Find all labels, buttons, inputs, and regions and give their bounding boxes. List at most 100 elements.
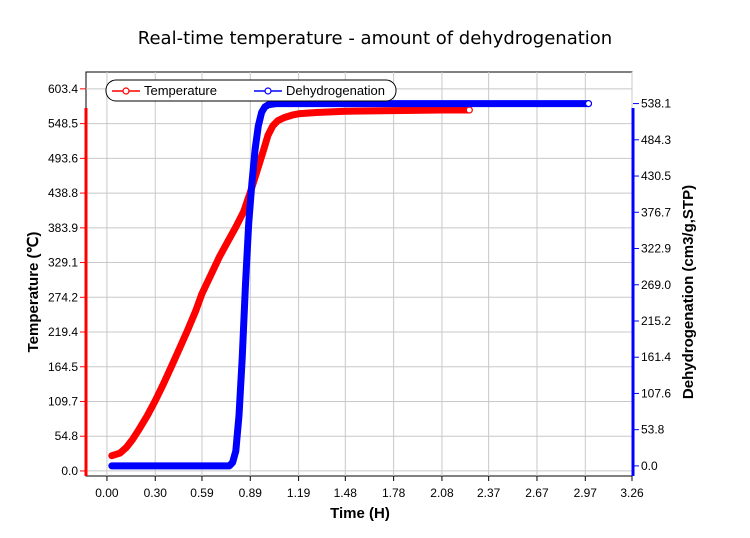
- data-point-temperature: [240, 208, 247, 215]
- data-point-dehydrogenation: [295, 100, 302, 107]
- y-left-tick-label: 0.0: [61, 464, 78, 478]
- data-point-dehydrogenation: [136, 462, 143, 469]
- data-point-temperature: [269, 122, 276, 129]
- x-tick-label: 2.97: [574, 486, 598, 500]
- data-point-dehydrogenation: [342, 100, 349, 107]
- data-point-dehydrogenation: [200, 462, 207, 469]
- y-right-tick-label: 269.0: [641, 278, 671, 292]
- data-point-temperature: [274, 117, 281, 124]
- x-axis-label: Time (H): [330, 505, 390, 522]
- data-point-temperature: [129, 436, 136, 443]
- data-point-temperature: [176, 345, 183, 352]
- y-left-tick-label: 438.8: [48, 186, 78, 200]
- legend-box: [105, 79, 397, 102]
- x-tick-label: 0.59: [190, 486, 214, 500]
- data-point-dehydrogenation: [438, 100, 445, 107]
- data-point-dehydrogenation: [232, 448, 239, 455]
- data-point-dehydrogenation: [273, 100, 280, 107]
- series-layer: [108, 99, 593, 470]
- y-right-tick-label: 376.7: [641, 205, 671, 219]
- data-point-dehydrogenation: [108, 462, 115, 469]
- x-tick-label: 2.67: [525, 486, 549, 500]
- data-point-dehydrogenation: [281, 100, 288, 107]
- data-point-dehydrogenation: [242, 281, 249, 288]
- data-point-dehydrogenation: [268, 101, 275, 108]
- data-point-temperature: [123, 444, 130, 451]
- y-left-tick-label: 603.4: [48, 82, 78, 96]
- legend-dehydrogenation-marker: [264, 87, 272, 95]
- series-dehydrogenation: [108, 99, 593, 470]
- data-point-temperature: [116, 450, 123, 457]
- data-point-temperature: [390, 107, 397, 114]
- data-point-temperature: [232, 224, 239, 231]
- data-point-temperature: [216, 253, 223, 260]
- y-left-tick-label: 219.4: [48, 325, 78, 339]
- data-point-temperature: [108, 452, 115, 459]
- chart-title: Real-time temperature - amount of dehydr…: [137, 28, 613, 49]
- data-point-temperature: [144, 412, 151, 419]
- y-right-tick-label: 538.1: [641, 97, 671, 111]
- x-tick-label: 2.37: [477, 486, 501, 500]
- x-tick-label: 1.48: [334, 486, 358, 500]
- data-point-dehydrogenation: [239, 355, 246, 362]
- x-axis-ticks: 0.00 0.30 0.59 0.89 1.19 1.48 1.78 2.08 2.37 2.67…: [95, 476, 644, 500]
- data-point-dehydrogenation: [255, 122, 262, 129]
- data-point-dehydrogenation: [258, 109, 265, 116]
- y-right-tick-label: 161.4: [641, 350, 671, 364]
- x-tick-label: 3.26: [620, 486, 644, 500]
- data-point-temperature: [265, 132, 271, 139]
- data-point-temperature: [313, 109, 320, 116]
- y-right-tick-label: 430.5: [641, 169, 671, 183]
- data-point-dehydrogenation: [245, 220, 252, 227]
- y-right-tick-label: 215.2: [641, 314, 671, 328]
- data-point-temperature: [192, 308, 199, 315]
- y-left-tick-label: 383.9: [48, 221, 78, 235]
- data-point-temperature: [224, 238, 231, 245]
- data-point-temperature: [160, 381, 167, 388]
- y-axis-label-right: Dehydrogenation (cm3/g,STP): [680, 185, 697, 399]
- data-point-temperature: [260, 148, 267, 155]
- y-right-tick-label: 322.9: [641, 241, 671, 255]
- legend[interactable]: Temperature Dehydrogenation: [105, 79, 397, 102]
- x-tick-label: 0.89: [239, 486, 263, 500]
- legend-temperature-label: Temperature: [144, 83, 217, 98]
- data-point-dehydrogenation: [248, 180, 255, 187]
- x-tick-label: 1.78: [382, 486, 406, 500]
- data-point-temperature: [438, 107, 445, 113]
- y-left-tick-label: 548.5: [48, 117, 78, 131]
- data-point-dehydrogenation: [168, 462, 175, 469]
- y-left-tick-label: 329.1: [48, 256, 78, 270]
- data-point-dehydrogenation: [216, 462, 223, 469]
- y-left-tick-label: 493.6: [48, 151, 78, 165]
- data-point-dehydrogenation: [236, 412, 242, 419]
- y-left-tick-label: 164.5: [48, 360, 78, 374]
- y-left-tick-label: 109.7: [48, 394, 78, 408]
- x-tick-label: 0.30: [144, 486, 168, 500]
- y-right-tick-label: 107.6: [641, 386, 671, 400]
- data-point-temperature: [184, 327, 191, 334]
- data-point-temperature: [342, 108, 349, 115]
- right-axis-ticks: 0.0 53.8 107.6 161.4 215.2 269.0 322.9 376.7 430…: [633, 97, 671, 473]
- plot-frame: [85, 71, 633, 477]
- legend-temperature-marker: [122, 87, 130, 95]
- x-tick-label: 1.19: [287, 486, 311, 500]
- y-left-tick-label: 274.2: [48, 290, 78, 304]
- legend-dehydrogenation-label: Dehydrogenation: [286, 83, 385, 98]
- x-tick-label: 0.00: [95, 486, 119, 500]
- y-right-tick-label: 53.8: [641, 423, 665, 437]
- data-point-temperature: [136, 426, 143, 433]
- data-point-dehydrogenation: [534, 100, 540, 107]
- data-point-dehydrogenation: [390, 100, 397, 107]
- data-point-dehydrogenation: [252, 146, 259, 153]
- data-point-dehydrogenation: [485, 100, 492, 107]
- left-axis-ticks: 0.0 54.8 109.7 164.5 219.4 274.2 329.1 383.9 438…: [48, 82, 86, 478]
- data-point-temperature: [199, 290, 205, 297]
- y-right-tick-label: 0.0: [641, 459, 658, 473]
- data-point-temperature: [208, 270, 215, 277]
- data-point-temperature: [289, 112, 296, 119]
- x-tick-label: 2.08: [430, 486, 454, 500]
- y-left-tick-label: 54.8: [55, 429, 79, 443]
- series-end-marker: [465, 106, 473, 114]
- y-axis-label-left: Temperature (℃): [25, 232, 42, 353]
